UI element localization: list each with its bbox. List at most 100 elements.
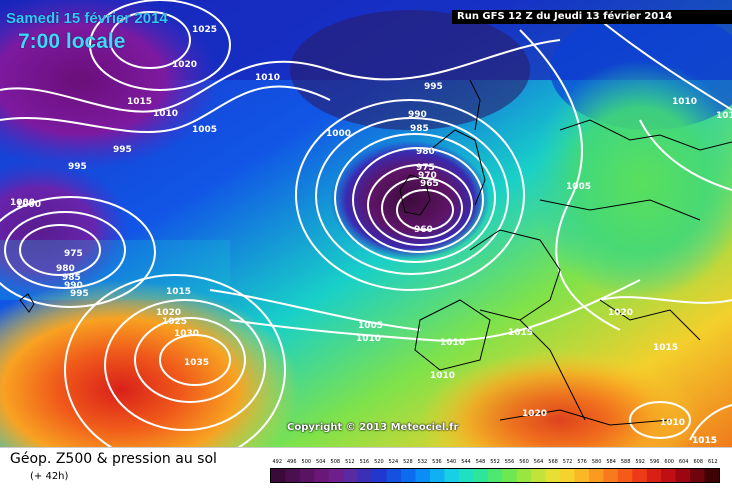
scale-swatch — [516, 469, 532, 482]
scale-tick-label: 512 — [345, 459, 355, 465]
pressure-label: 1000 — [10, 198, 35, 208]
pressure-label: 1015 — [508, 328, 533, 338]
scale-swatch — [271, 469, 286, 482]
pressure-label: 985 — [62, 273, 81, 283]
scale-tick-label: 608 — [693, 459, 703, 465]
pressure-label: 990 — [64, 281, 83, 291]
pressure-label: 1010 — [430, 371, 455, 381]
scale-tick-label: 612 — [708, 459, 718, 465]
pressure-label: 1010 — [153, 109, 178, 119]
scale-tick-label: 592 — [635, 459, 645, 465]
scale-tick-label: 548 — [476, 459, 486, 465]
pressure-label: 960 — [414, 225, 433, 235]
map-legend-footer: Géop. Z500 & pression au sol (+ 42h) 492… — [0, 447, 732, 489]
scale-swatch — [661, 469, 677, 482]
scale-swatch — [603, 469, 619, 482]
scale-tick-label: 560 — [519, 459, 529, 465]
pressure-label: 995 — [68, 162, 87, 172]
pressure-label: 995 — [424, 82, 443, 92]
model-run-banner: Run GFS 12 Z du Jeudi 13 février 2014 — [452, 10, 732, 24]
scale-swatch — [690, 469, 706, 482]
pressure-label: 1020 — [156, 308, 181, 318]
pressure-label: 1025 — [162, 317, 187, 327]
scale-tick-label: 572 — [563, 459, 573, 465]
scale-swatch — [502, 469, 518, 482]
pressure-label: 995 — [70, 289, 89, 299]
pressure-label: 1000 — [16, 200, 41, 210]
scale-tick-label: 588 — [621, 459, 631, 465]
scale-swatch — [704, 469, 719, 482]
pressure-label: 1030 — [174, 329, 199, 339]
scale-tick-label: 604 — [679, 459, 689, 465]
scale-tick-label: 532 — [418, 459, 428, 465]
scale-tick-label: 492 — [272, 459, 282, 465]
pressure-label: 1005 — [566, 182, 591, 192]
scale-swatch — [429, 469, 445, 482]
scale-tick-label: 596 — [650, 459, 660, 465]
scale-swatch — [285, 469, 301, 482]
pressure-label: 1035 — [184, 358, 209, 368]
forecast-date: Samedi 15 février 2014 — [6, 10, 168, 27]
scale-swatch — [646, 469, 662, 482]
pressure-label: 995 — [113, 145, 132, 155]
scale-tick-label: 600 — [664, 459, 674, 465]
scale-swatch — [675, 469, 691, 482]
scale-swatch — [487, 469, 503, 482]
scale-tick-label: 524 — [389, 459, 399, 465]
pressure-label: 1010 — [716, 111, 732, 121]
scale-swatch — [588, 469, 604, 482]
scale-swatch — [574, 469, 590, 482]
pressure-label: 1010 — [672, 97, 697, 107]
pressure-label: 1015 — [127, 97, 152, 107]
pressure-label: 1010 — [356, 334, 381, 344]
coastlines — [19, 79, 732, 426]
pressure-label: 1015 — [692, 436, 717, 446]
color-scale-ticks: 492 496 500 504 508 512 516 520 524 528 532 536 540 5… — [272, 459, 718, 465]
scale-swatch — [299, 469, 315, 482]
pressure-label: 1010 — [440, 338, 465, 348]
scale-swatch — [343, 469, 359, 482]
scale-tick-label: 552 — [490, 459, 500, 465]
scale-swatch — [444, 469, 460, 482]
pressure-label: 985 — [410, 124, 429, 134]
scale-swatch — [372, 469, 388, 482]
scale-swatch — [328, 469, 344, 482]
pressure-label: 975 — [64, 249, 83, 259]
scale-tick-label: 584 — [606, 459, 616, 465]
scale-swatch — [560, 469, 575, 482]
scale-swatch — [458, 469, 474, 482]
scale-tick-label: 564 — [534, 459, 544, 465]
scale-swatch — [401, 469, 417, 482]
pressure-label: 1010 — [255, 73, 280, 83]
isobars — [109, 11, 191, 69]
pressure-label: 1010 — [660, 418, 685, 428]
scale-swatch — [473, 469, 489, 482]
product-title: Géop. Z500 & pression au sol — [10, 451, 217, 467]
scale-tick-label: 504 — [316, 459, 326, 465]
scale-tick-label: 528 — [403, 459, 413, 465]
scale-swatch — [415, 469, 431, 482]
color-scale-bar — [270, 468, 720, 483]
pressure-label: 1005 — [192, 125, 217, 135]
scale-tick-label: 556 — [505, 459, 515, 465]
scale-tick-label: 544 — [461, 459, 471, 465]
forecast-time: 7:00 locale — [18, 30, 126, 53]
lead-time: (+ 42h) — [30, 471, 69, 482]
scale-swatch — [545, 469, 561, 482]
scale-tick-label: 516 — [360, 459, 370, 465]
polar-low-region — [0, 0, 220, 170]
pressure-label: 1020 — [522, 409, 547, 419]
pressure-label: 1020 — [172, 60, 197, 70]
pressure-labels: 1025 1020 1010 1015 1010 1005 995 1000 9… — [10, 25, 732, 446]
pressure-label: 1000 — [326, 129, 351, 139]
pressure-label: 980 — [416, 147, 435, 157]
pressure-label: 1015 — [653, 343, 678, 353]
scale-tick-label: 496 — [287, 459, 297, 465]
pressure-label: 1025 — [192, 25, 217, 35]
scale-swatch — [357, 469, 373, 482]
scale-swatch — [531, 469, 547, 482]
scale-tick-label: 568 — [548, 459, 558, 465]
scale-tick-label: 520 — [374, 459, 384, 465]
scale-tick-label: 500 — [302, 459, 312, 465]
copyright-notice: Copyright © 2013 Meteociel.fr — [287, 422, 459, 433]
